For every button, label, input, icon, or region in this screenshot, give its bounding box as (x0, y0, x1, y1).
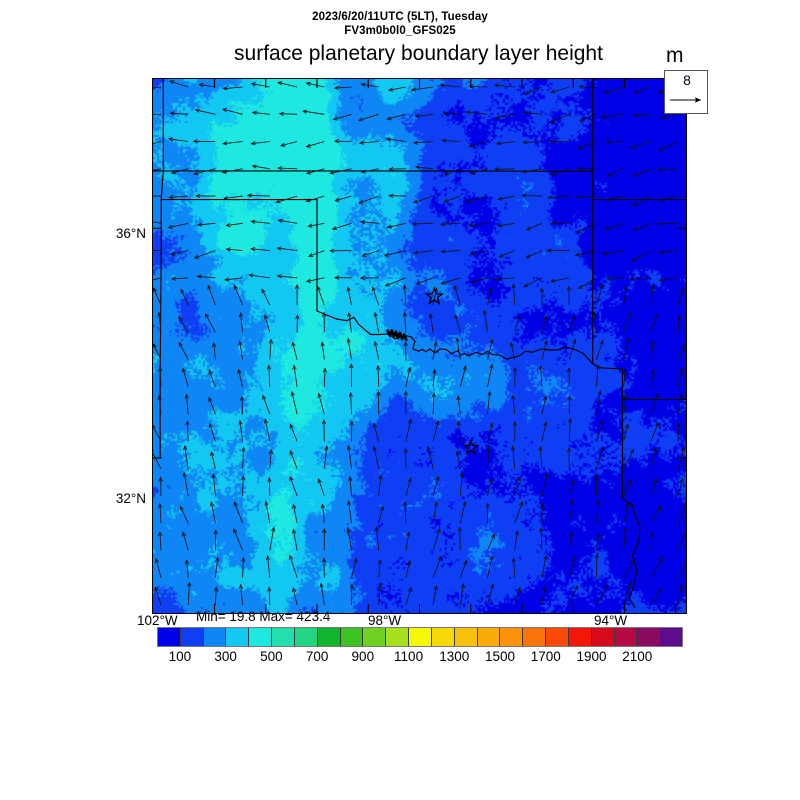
pbl-height-field (153, 79, 686, 613)
colorbar-segment (477, 628, 501, 646)
colorbar-segment (226, 628, 250, 646)
colorbar-gradient[interactable] (157, 627, 683, 647)
minmax-statistics-label: Min= 19.8 Max= 423.4 (196, 609, 331, 624)
colorbar-segment (546, 628, 569, 646)
colorbar-tick-label: 500 (260, 649, 283, 664)
colorbar-segment (660, 628, 683, 646)
colorbar-segment (272, 628, 295, 646)
wind-key-value: 8 (683, 72, 691, 88)
colorbar-segment (454, 628, 478, 646)
colorbar-segment (363, 628, 387, 646)
colorbar-segment (523, 628, 547, 646)
colorbar-segment (180, 628, 204, 646)
colorbar-tick-label: 300 (214, 649, 237, 664)
colorbar-tick-labels: 100 300 500 700 900 1100 1300 1500 1700 1900 2100 (157, 648, 683, 666)
colorbar-segment (203, 628, 227, 646)
colorbar-segment (386, 628, 410, 646)
units-label: m (666, 44, 684, 67)
wind-vector-key: 8 (664, 70, 708, 114)
colorbar-segment (431, 628, 455, 646)
colorbar-tick-label: 1500 (485, 649, 516, 664)
colorbar-segment (340, 628, 364, 646)
colorbar-segment (500, 628, 524, 646)
lon-tick-label-102w: 102°W (137, 613, 178, 628)
colorbar-tick-label: 900 (351, 649, 375, 664)
colorbar[interactable] (157, 627, 683, 647)
lon-tick-label-94w: 94°W (594, 613, 628, 628)
colorbar-segment (294, 628, 318, 646)
colorbar-tick-label: 700 (305, 649, 329, 664)
colorbar-tick-label: 1700 (530, 649, 561, 664)
colorbar-segment (249, 628, 273, 646)
lat-tick-label-36n: 36°N (115, 226, 146, 241)
lon-tick-label-98w: 98°W (368, 613, 402, 628)
colorbar-segment (614, 628, 638, 646)
title-block: 2023/6/20/11UTC (5LT), Tuesday FV3m0b0l0… (0, 10, 800, 38)
lat-tick-label-32n: 32°N (115, 491, 146, 506)
title-datetime: 2023/6/20/11UTC (5LT), Tuesday (312, 11, 488, 23)
map-plot-area[interactable] (152, 78, 687, 614)
colorbar-tick-label: 2100 (622, 649, 653, 664)
colorbar-tick-label: 1300 (439, 649, 470, 664)
colorbar-segment (591, 628, 615, 646)
page-title: surface planetary boundary layer height (234, 42, 603, 65)
colorbar-tick-label: 1100 (394, 649, 424, 664)
wind-vector-arrow-icon (670, 97, 701, 103)
colorbar-segment (637, 628, 661, 646)
colorbar-tick-label: 1900 (576, 649, 607, 664)
colorbar-segment (409, 628, 432, 646)
colorbar-segment (568, 628, 592, 646)
colorbar-segment (158, 628, 181, 646)
title-model-id: FV3m0b0l0_GFS025 (344, 25, 456, 37)
colorbar-tick-label: 100 (168, 649, 192, 664)
colorbar-segment (317, 628, 341, 646)
